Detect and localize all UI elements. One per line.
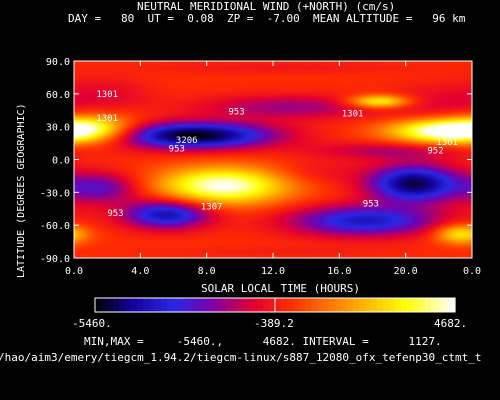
colorbar-segment <box>395 298 402 312</box>
colorbar-segment <box>143 298 150 312</box>
colorbar-segment <box>377 298 384 312</box>
colorbar-segment <box>359 298 366 312</box>
colorbar-segment <box>137 298 144 312</box>
stats-text: MIN,MAX = -5460., 4682. INTERVAL = 1127. <box>84 335 442 348</box>
x-axis-label: SOLAR LOCAL TIME (HOURS) <box>201 282 360 295</box>
contour-label: 953 <box>107 209 123 219</box>
colorbar-segment <box>131 298 138 312</box>
x-tick-label: 8.0 <box>198 266 216 277</box>
x-tick-label: 0.0 <box>463 266 481 277</box>
colorbar-segment <box>425 298 432 312</box>
x-tick-label: 4.0 <box>131 266 149 277</box>
colorbar-segment <box>215 298 222 312</box>
y-tick-label: -60.0 <box>40 221 70 232</box>
colorbar-segment <box>275 298 282 312</box>
colorbar-segment <box>149 298 156 312</box>
colorbar-segment <box>347 298 354 312</box>
colorbar-segment <box>209 298 216 312</box>
contour-label: 952 <box>427 147 443 157</box>
colorbar-segment <box>365 298 372 312</box>
y-axis-label: LATITUDE (DEGREES GEOGRAPHIC) <box>16 103 27 278</box>
contour-label: 953 <box>169 145 185 155</box>
colorbar-segment <box>203 298 210 312</box>
colorbar-mid-label: -389.2 <box>254 317 294 330</box>
colorbar-segment <box>305 298 312 312</box>
contour-label: 953 <box>363 199 379 209</box>
colorbar-segment <box>431 298 438 312</box>
contour-label: 1301 <box>342 110 364 120</box>
colorbar-segment <box>245 298 252 312</box>
colorbar-segment <box>449 298 456 312</box>
x-tick-label: 16.0 <box>327 266 351 277</box>
colorbar-segment <box>311 298 318 312</box>
colorbar-segment <box>323 298 330 312</box>
y-tick-label: 0.0 <box>52 156 70 167</box>
colorbar-segment <box>119 298 126 312</box>
colorbar-segment <box>437 298 444 312</box>
heatmap-field <box>74 61 472 258</box>
colorbar-segment <box>191 298 198 312</box>
colorbar-segment <box>317 298 324 312</box>
colorbar-segment <box>257 298 264 312</box>
colorbar-min-label: -5460. <box>72 317 112 330</box>
colorbar-segment <box>173 298 180 312</box>
colorbar-segment <box>329 298 336 312</box>
colorbar-segment <box>221 298 228 312</box>
x-tick-label: 0.0 <box>65 266 83 277</box>
colorbar-segment <box>197 298 204 312</box>
colorbar-segment <box>293 298 300 312</box>
colorbar-segment <box>227 298 234 312</box>
colorbar-segment <box>419 298 426 312</box>
colorbar-segment <box>389 298 396 312</box>
colorbar-segment <box>179 298 186 312</box>
chart-title: NEUTRAL MERIDIONAL WIND (+NORTH) (cm/s) <box>137 0 396 13</box>
y-tick-label: 90.0 <box>46 57 70 68</box>
colorbar-segment <box>155 298 162 312</box>
colorbar-segment <box>299 298 306 312</box>
contour-label: 1301 <box>436 138 458 148</box>
x-tick-label: 12.0 <box>261 266 285 277</box>
colorbar-segment <box>401 298 408 312</box>
colorbar-segment <box>371 298 378 312</box>
colorbar-segment <box>239 298 246 312</box>
colorbar-segment <box>113 298 120 312</box>
colorbar-segment <box>335 298 342 312</box>
y-tick-label: 60.0 <box>46 90 70 101</box>
colorbar-segment <box>281 298 288 312</box>
colorbar-segment <box>263 298 270 312</box>
colorbar-segment <box>101 298 108 312</box>
colorbar-segment <box>95 298 102 312</box>
colorbar-segment <box>185 298 192 312</box>
contour-label: 953 <box>228 107 244 117</box>
colorbar-max-label: 4682. <box>434 317 468 330</box>
chart-subtitle: DAY = 80 UT = 0.08 ZP = -7.00 MEAN ALTIT… <box>68 12 466 25</box>
colorbar-segment <box>383 298 390 312</box>
colorbar-segment <box>443 298 450 312</box>
y-tick-label: -90.0 <box>40 254 70 265</box>
colorbar-segment <box>251 298 258 312</box>
colorbar-segment <box>353 298 360 312</box>
colorbar-segment <box>125 298 132 312</box>
file-path: /hao/aim3/emery/tiegcm_1.94.2/tiegcm-lin… <box>0 351 482 364</box>
contour-label: 1301 <box>96 90 118 100</box>
colorbar-segment <box>269 298 276 312</box>
colorbar-segment <box>287 298 294 312</box>
y-tick-label: 30.0 <box>46 123 70 134</box>
colorbar-segment <box>167 298 174 312</box>
contour-label: 1301 <box>96 114 118 124</box>
contour-label: 1307 <box>201 203 223 213</box>
y-tick-label: -30.0 <box>40 188 70 199</box>
x-tick-label: 20.0 <box>394 266 418 277</box>
colorbar-segment <box>407 298 414 312</box>
colorbar-segment <box>341 298 348 312</box>
colorbar-segment <box>107 298 114 312</box>
colorbar-segment <box>233 298 240 312</box>
colorbar-segment <box>161 298 168 312</box>
colorbar-segment <box>413 298 420 312</box>
contour-label: 3206 <box>176 136 198 146</box>
